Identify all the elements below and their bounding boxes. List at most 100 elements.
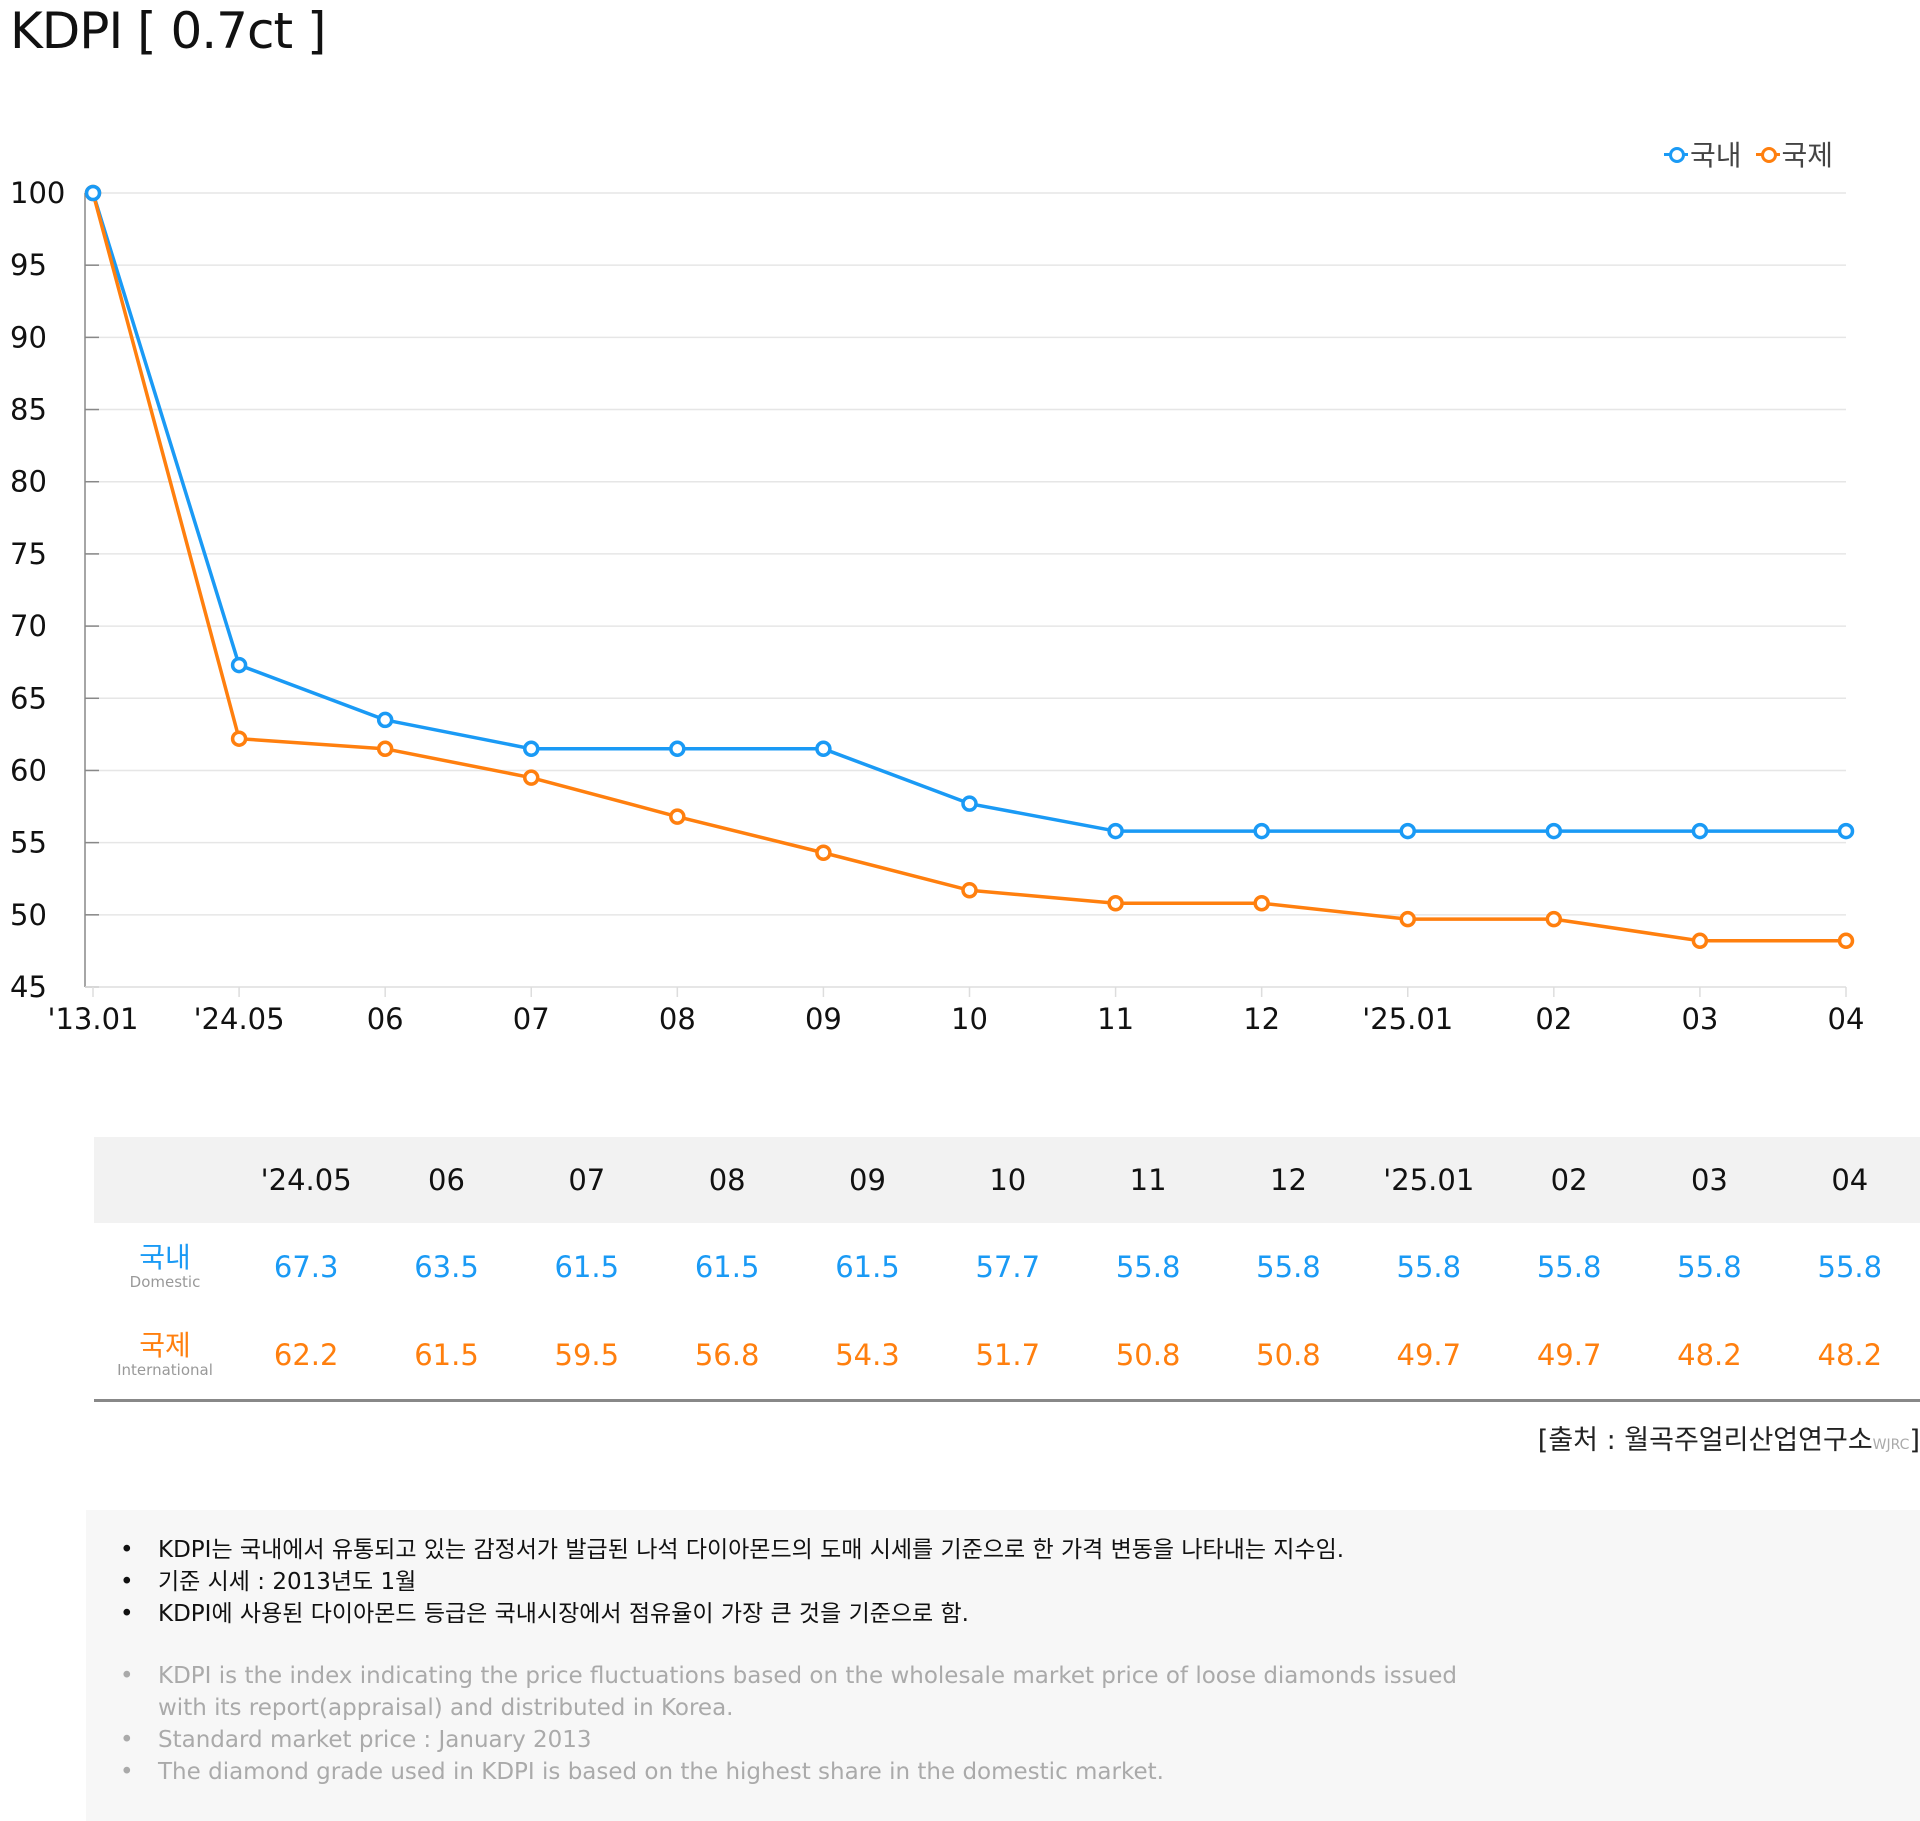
notes-english: KDPI is the index indicating the price f… bbox=[120, 1660, 1488, 1788]
y-tick-label: 70 bbox=[10, 609, 47, 643]
data-point bbox=[1253, 895, 1270, 912]
column-header: '24.05 bbox=[260, 1163, 352, 1197]
table-cell: 55.8 bbox=[1677, 1250, 1742, 1284]
table-row-international: 국제 International 62.2 61.5 59.5 56.8 54.… bbox=[94, 1311, 1920, 1399]
data-table: '24.05 06 07 08 09 10 11 12 '25.01 02 03… bbox=[94, 1137, 1920, 1402]
table-cell: 48.2 bbox=[1677, 1338, 1742, 1372]
data-point bbox=[1253, 822, 1270, 840]
note-item: Standard market price : January 2013 bbox=[120, 1724, 1488, 1756]
series-line-domestic bbox=[91, 192, 1846, 833]
data-point bbox=[84, 184, 102, 202]
column-header: '25.01 bbox=[1383, 1163, 1475, 1197]
x-tick-label: 08 bbox=[659, 1002, 696, 1036]
table-cell: 56.8 bbox=[694, 1338, 760, 1372]
note-item: 기준 시세 : 2013년도 1월 bbox=[120, 1566, 1344, 1598]
column-header: 06 bbox=[428, 1163, 465, 1197]
data-point bbox=[815, 740, 832, 758]
note-item: KDPI is the index indicating the price f… bbox=[120, 1660, 1488, 1724]
row-label-ko: 국제 bbox=[139, 1329, 191, 1363]
x-tick-label: 03 bbox=[1681, 1002, 1718, 1036]
table-cell: 59.5 bbox=[554, 1338, 620, 1372]
y-tick-label: 65 bbox=[10, 681, 47, 715]
table-cell: 61.5 bbox=[835, 1250, 900, 1284]
data-point bbox=[1107, 895, 1124, 912]
row-label-en: International bbox=[117, 1360, 213, 1379]
data-point bbox=[1837, 822, 1855, 840]
data-point bbox=[961, 882, 978, 899]
table-cell: 67.3 bbox=[273, 1250, 339, 1284]
data-point bbox=[669, 808, 686, 825]
y-tick-label: 60 bbox=[10, 753, 47, 787]
column-header: 11 bbox=[1129, 1163, 1167, 1197]
table-cell: 51.7 bbox=[975, 1338, 1041, 1372]
x-tick-label: 02 bbox=[1535, 1002, 1572, 1036]
page-title: KDPI [ 0.7ct ] bbox=[10, 2, 326, 60]
row-label-en: Domestic bbox=[129, 1272, 201, 1291]
data-point bbox=[1691, 822, 1709, 840]
legend-label: 국제 bbox=[1781, 139, 1834, 172]
table-cell: 61.5 bbox=[414, 1338, 479, 1372]
column-header: 02 bbox=[1550, 1163, 1588, 1197]
y-tick-label: 80 bbox=[10, 465, 47, 499]
data-point bbox=[376, 711, 394, 729]
table-cell: 50.8 bbox=[1115, 1338, 1181, 1372]
table-cell: 48.2 bbox=[1817, 1338, 1883, 1372]
notes-korean: KDPI는 국내에서 유통되고 있는 감정서가 발급된 나석 다이아몬드의 도매… bbox=[120, 1534, 1344, 1630]
y-tick-label: 100 bbox=[10, 176, 65, 210]
table-corner bbox=[94, 1137, 236, 1223]
y-tick-label: 90 bbox=[10, 320, 47, 354]
data-point bbox=[1545, 910, 1563, 928]
legend-marker-icon bbox=[1755, 147, 1780, 163]
table-bottom-rule bbox=[94, 1399, 1920, 1402]
table-cell: 55.8 bbox=[1536, 1250, 1602, 1284]
table-cell: 49.7 bbox=[1536, 1338, 1602, 1372]
table-cell: 55.8 bbox=[1256, 1250, 1321, 1284]
data-point bbox=[1837, 932, 1855, 950]
x-tick-label: 06 bbox=[367, 1002, 404, 1036]
table-cell: 55.8 bbox=[1396, 1250, 1462, 1284]
table-cell: 55.8 bbox=[1817, 1250, 1883, 1284]
y-tick-label: 55 bbox=[10, 826, 47, 860]
table-cell: 61.5 bbox=[554, 1250, 620, 1284]
table-cell: 61.5 bbox=[694, 1250, 760, 1284]
note-item: KDPI는 국내에서 유통되고 있는 감정서가 발급된 나석 다이아몬드의 도매… bbox=[120, 1534, 1344, 1566]
x-tick-label: '24.05 bbox=[194, 1002, 285, 1036]
column-header: 03 bbox=[1690, 1163, 1728, 1197]
legend-item-international[interactable]: 국제 bbox=[1755, 134, 1834, 174]
legend-item-domestic[interactable]: 국내 bbox=[1664, 134, 1742, 174]
column-header: 10 bbox=[989, 1163, 1027, 1197]
column-header: 04 bbox=[1831, 1163, 1869, 1197]
data-point bbox=[1691, 932, 1709, 950]
x-tick-label: 09 bbox=[805, 1002, 842, 1036]
x-tick-label: 12 bbox=[1243, 1002, 1280, 1036]
chart-legend: 국내 국제 bbox=[1664, 134, 1833, 174]
row-label: 국제 International bbox=[94, 1311, 236, 1399]
table-cell: 62.2 bbox=[273, 1338, 339, 1372]
y-tick-label: 75 bbox=[10, 537, 47, 571]
data-point bbox=[815, 844, 832, 861]
data-point bbox=[523, 740, 540, 758]
x-tick-label: '25.01 bbox=[1362, 1002, 1453, 1036]
row-label-ko: 국내 bbox=[139, 1241, 191, 1275]
column-header: 12 bbox=[1270, 1163, 1307, 1197]
column-header: 07 bbox=[568, 1163, 606, 1197]
row-label: 국내 Domestic bbox=[94, 1223, 236, 1311]
x-tick-label: 04 bbox=[1828, 1002, 1865, 1036]
source-text: [출처 : 월곡주얼리산업연구소 bbox=[1537, 1425, 1873, 1456]
data-point bbox=[669, 740, 686, 758]
table-cell: 54.3 bbox=[835, 1338, 900, 1372]
data-point bbox=[1545, 822, 1563, 840]
note-item: KDPI에 사용된 다이아몬드 등급은 국내시장에서 점유율이 가장 큰 것을 … bbox=[120, 1598, 1344, 1630]
y-tick-label: 50 bbox=[10, 898, 47, 932]
x-tick-label: '13.01 bbox=[48, 1002, 139, 1036]
table-header-row: '24.05 06 07 08 09 10 11 12 '25.01 02 03… bbox=[94, 1137, 1920, 1223]
x-tick-label: 10 bbox=[951, 1002, 988, 1036]
legend-marker-icon bbox=[1664, 147, 1688, 163]
source-sub: WJRC bbox=[1872, 1437, 1910, 1453]
table-cell: 55.8 bbox=[1115, 1250, 1181, 1284]
source-close: ] bbox=[1909, 1425, 1920, 1456]
series-line-international bbox=[91, 192, 1846, 943]
y-tick-label: 95 bbox=[10, 248, 47, 282]
data-point bbox=[1107, 822, 1124, 840]
table-cell: 49.7 bbox=[1396, 1338, 1462, 1372]
